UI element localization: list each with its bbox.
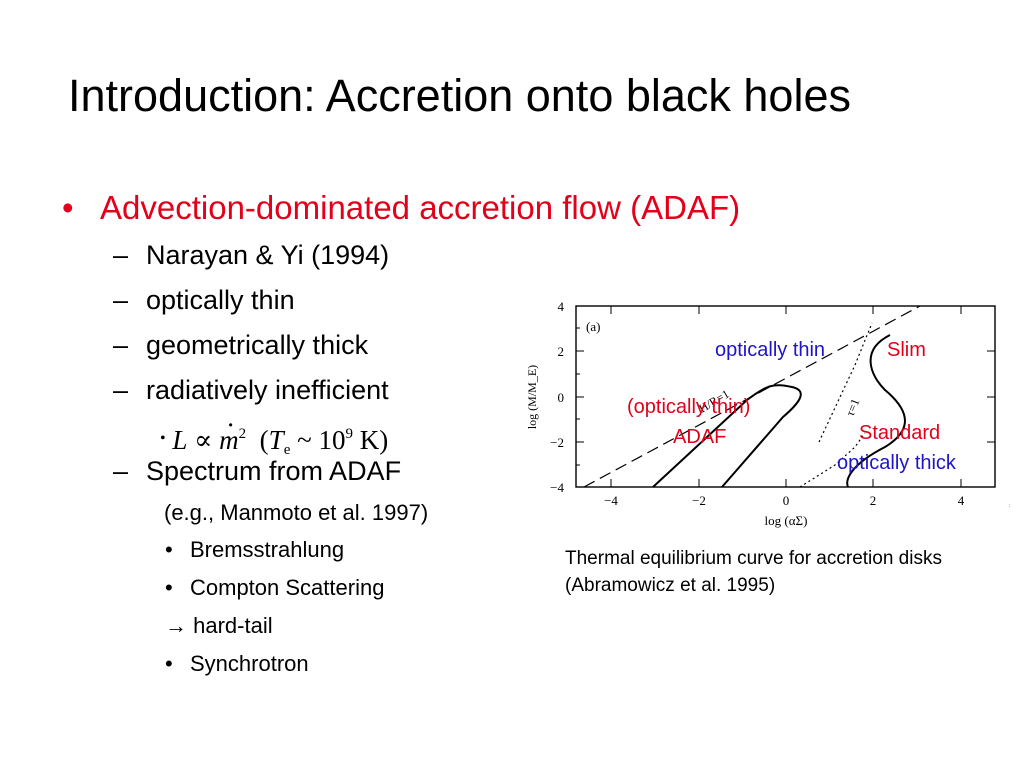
- x-axis-label: log (αΣ): [765, 513, 808, 528]
- thermal-equilibrium-plot: 4 2 0 −2 −4 −4 −2 0 2 4 log (αΣ) log (M/…: [525, 299, 1010, 528]
- corner-mark: ,: [1009, 494, 1010, 508]
- adaf-equilibrium-curve: [652, 384, 802, 488]
- formula-unit: K: [359, 425, 380, 455]
- caption-line: Thermal equilibrium curve for accretion …: [565, 548, 942, 569]
- point-radiatively-inefficient: radiatively inefficient: [146, 375, 389, 405]
- formula-close: ): [379, 425, 389, 455]
- formula-L: L: [172, 425, 188, 455]
- point-optically-thin: optically thin: [146, 285, 295, 315]
- dash-marker: –: [113, 456, 129, 486]
- x-tick-label: 4: [958, 493, 965, 508]
- point-geometrically-thick: geometrically thick: [146, 330, 369, 360]
- slide-title: Introduction: Accretion onto black holes: [68, 70, 851, 121]
- point-narayan-yi: Narayan & Yi (1994): [146, 240, 390, 270]
- annotation-standard: Standard: [859, 422, 941, 444]
- y-tick-label: 2: [558, 344, 565, 359]
- formula-bullet: •: [160, 430, 166, 447]
- formula-proportional: ∝: [194, 425, 213, 455]
- y-tick-label: 0: [558, 390, 565, 405]
- annotation-optically-thick: optically thick: [837, 452, 956, 474]
- formula-sim: ~: [297, 425, 312, 455]
- bullet-marker: •: [165, 537, 173, 562]
- x-axis-ticks: [610, 306, 962, 487]
- dash-marker: –: [113, 285, 129, 315]
- dash-marker: –: [113, 240, 129, 270]
- x-tick-label: −2: [692, 493, 706, 508]
- mechanism-compton: Compton Scattering: [190, 575, 385, 600]
- formula-pow: 9: [345, 426, 353, 442]
- mechanism-bremsstrahlung: Bremsstrahlung: [190, 537, 345, 562]
- adaf-heading: Advection-dominated accretion flow (ADAF…: [100, 189, 741, 226]
- formula-exp: 2: [238, 426, 247, 442]
- formula-sub: e: [283, 442, 291, 458]
- y-tick-label: 4: [558, 299, 565, 314]
- caption-line: (Abramowicz et al. 1995): [565, 575, 776, 596]
- panel-label: (a): [586, 319, 600, 334]
- x-tick-label: 2: [870, 493, 877, 508]
- y-axis-label: log (M/M_E): [525, 365, 539, 429]
- luminosity-formula: • L ∝ m · 2 (Te ~ 109 K): [160, 410, 389, 466]
- dash-marker: –: [113, 375, 129, 405]
- formula-mdot: m ·: [219, 410, 239, 455]
- mechanism-hard-tail: → hard-tail: [165, 613, 273, 638]
- x-tick-label: 0: [783, 493, 790, 508]
- tau-equals-one-line: [818, 322, 873, 443]
- annotation-adaf: ADAF: [673, 426, 727, 448]
- standard-slim-s-curve: [846, 334, 906, 488]
- formula-open: (: [259, 425, 269, 455]
- annotation-optically-thin: optically thin: [715, 339, 826, 361]
- formula-base: 10: [318, 425, 346, 455]
- reference-text: (e.g., Manmoto et al. 1997): [164, 500, 429, 525]
- y-axis-ticks: [576, 305, 995, 488]
- formula-T: T: [268, 425, 284, 455]
- bullet-marker: •: [165, 575, 173, 600]
- dash-marker: –: [113, 330, 129, 360]
- bullet-marker: •: [165, 651, 173, 676]
- x-tick-label: −4: [604, 493, 618, 508]
- y-tick-label: −2: [550, 435, 564, 450]
- tau-line-label: τ=1: [843, 397, 863, 419]
- annotation-slim: Slim: [887, 339, 926, 361]
- figure-caption: Thermal equilibrium curve for accretion …: [565, 545, 942, 599]
- bullet-marker: •: [62, 189, 74, 226]
- spectrum-heading: Spectrum from ADAF: [146, 456, 402, 486]
- mechanism-synchrotron: Synchrotron: [190, 651, 309, 676]
- annotation-optically-thin-paren: (optically thin): [627, 396, 751, 418]
- y-tick-label: −4: [550, 480, 564, 495]
- tau-lower-dotted-line: [799, 432, 866, 488]
